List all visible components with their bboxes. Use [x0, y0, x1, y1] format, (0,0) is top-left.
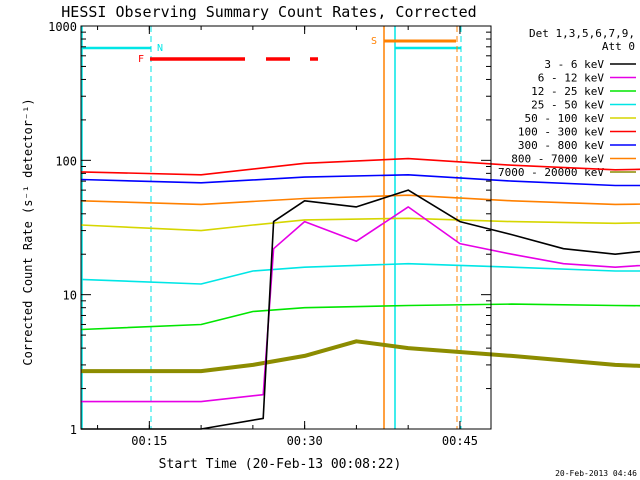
series-line-3: [80, 262, 640, 285]
legend-header-line-2: Att 0: [602, 40, 635, 53]
x-tick-label-1: 00:30: [287, 434, 323, 448]
legend-header-line-1: Det 1,3,5,6,7,9,: [529, 27, 635, 40]
legend-label-6: 300 - 800 keV: [518, 139, 604, 152]
y-axis-label: Corrected Count Rate (s⁻¹ detector⁻¹): [21, 98, 35, 365]
annotation-S: S: [371, 36, 377, 47]
x-axis-label: Start Time (20-Feb-13 00:08:22): [159, 457, 402, 472]
legend-label-5: 100 - 300 keV: [518, 126, 604, 139]
legend-label-7: 800 - 7000 keV: [511, 153, 604, 166]
x-tick-label-0: 00:15: [131, 434, 167, 448]
series-line-2: [80, 303, 640, 331]
series-line-1: [81, 206, 640, 403]
legend-label-2: 12 - 25 keV: [531, 85, 604, 98]
chart-title: HESSI Observing Summary Count Rates, Cor…: [61, 3, 476, 21]
legend-label-8: 7000 - 20000 keV: [498, 166, 604, 179]
annotation-F: F: [138, 54, 144, 65]
annotation-N: N: [157, 43, 163, 54]
y-tick-label-3: 1000: [48, 20, 77, 34]
legend-label-4: 50 - 100 keV: [525, 112, 605, 125]
legend-label-0: 3 - 6 keV: [544, 58, 604, 71]
y-tick-label-0: 1: [70, 423, 77, 437]
series-line-6: [80, 174, 640, 187]
series-line-5: [80, 157, 640, 176]
x-tick-label-2: 00:45: [442, 434, 478, 448]
y-tick-label-2: 100: [55, 154, 77, 168]
plot-frame: [80, 25, 492, 430]
series-line-0: [81, 189, 640, 430]
series-line-8: [81, 339, 640, 374]
series-line-4: [80, 217, 640, 232]
footer-timestamp: 20-Feb-2013 04:46: [555, 469, 637, 478]
series-line-7: [80, 194, 640, 206]
plot-area: N F S 00:15 00:30 00:45 1 10 100 1000: [48, 20, 640, 448]
y-tick-label-1: 10: [63, 289, 77, 303]
legend-label-1: 6 - 12 keV: [538, 72, 605, 85]
legend-label-3: 25 - 50 keV: [531, 99, 604, 112]
